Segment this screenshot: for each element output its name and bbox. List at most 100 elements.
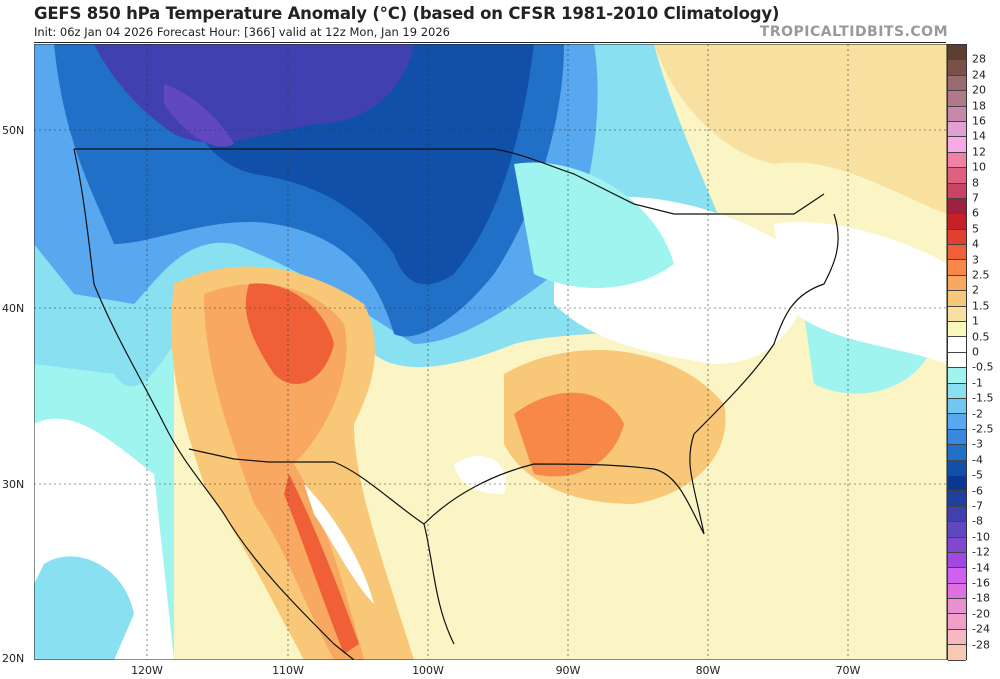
colorbar-swatch bbox=[948, 368, 966, 384]
anomaly-region-mexico-hot bbox=[284, 474, 359, 654]
colorbar-swatch bbox=[948, 229, 966, 246]
colorbar-swatch bbox=[948, 168, 966, 184]
colorbar-swatch bbox=[948, 414, 966, 430]
anomaly-map bbox=[34, 44, 947, 660]
graticule bbox=[34, 44, 947, 660]
colorbar-label: 1.5 bbox=[972, 299, 990, 313]
anomaly-region-great-lakes-cool bbox=[514, 162, 674, 288]
lat-label: 30N bbox=[2, 478, 25, 491]
colorbar-label: -5 bbox=[972, 468, 983, 482]
colorbar-swatch bbox=[948, 614, 966, 630]
anomaly-region-pacific-cool bbox=[34, 556, 134, 660]
colorbar-label: 0 bbox=[972, 345, 979, 359]
colorbar-label: -12 bbox=[972, 545, 990, 559]
colorbar-swatch bbox=[948, 568, 966, 584]
colorbar-label: 12 bbox=[972, 145, 986, 159]
header-divider bbox=[34, 42, 946, 43]
colorbar-swatch bbox=[948, 429, 966, 446]
colorbar-swatch bbox=[948, 245, 966, 261]
us-canada-border bbox=[74, 148, 825, 215]
colorbar-label: -3 bbox=[972, 437, 983, 451]
colorbar-label: -7 bbox=[972, 499, 983, 513]
colorbar-label: 1 bbox=[972, 314, 979, 328]
anomaly-region-mexico-neutral bbox=[304, 484, 374, 604]
lon-label: 90W bbox=[555, 664, 581, 677]
colorbar-swatch bbox=[948, 75, 966, 92]
colorbar-label: 0.5 bbox=[972, 330, 990, 344]
lat-label: 40N bbox=[2, 302, 25, 315]
anomaly-region-northeast-warm bbox=[654, 44, 947, 214]
colorbar-swatch bbox=[948, 583, 966, 600]
colorbar-swatch bbox=[948, 137, 966, 153]
anomaly-region-north-purple bbox=[94, 44, 414, 143]
colorbar-swatch bbox=[948, 552, 966, 569]
colorbar-label: -24 bbox=[972, 622, 990, 636]
lon-label: 120W bbox=[131, 664, 163, 677]
colorbar-swatch bbox=[948, 106, 966, 122]
colorbar-swatch bbox=[948, 121, 966, 138]
colorbar-swatch bbox=[948, 152, 966, 169]
colorbar-swatch bbox=[948, 214, 966, 230]
colorbar-swatch bbox=[948, 398, 966, 415]
colorbar-label: 7 bbox=[972, 191, 979, 205]
colorbar-label: -14 bbox=[972, 561, 990, 575]
colorbar-swatch bbox=[948, 337, 966, 353]
colorbar-label: 28 bbox=[972, 52, 986, 66]
lat-label: 20N bbox=[2, 652, 25, 665]
mexico-pacific-coast bbox=[223, 513, 355, 660]
colorbar-swatch bbox=[948, 91, 966, 107]
colorbar-label: 2 bbox=[972, 283, 979, 297]
colorbar-swatch bbox=[948, 183, 966, 199]
colorbar-swatch bbox=[948, 445, 966, 461]
us-mexico-border bbox=[188, 448, 425, 525]
colorbar-label: -16 bbox=[972, 576, 990, 590]
colorbar-label: 24 bbox=[972, 68, 986, 82]
colorbar-swatch bbox=[948, 198, 966, 215]
colorbar-swatch bbox=[948, 475, 966, 492]
colorbar-label: -0.5 bbox=[972, 360, 994, 374]
map-title: GEFS 850 hPa Temperature Anomaly (°C) (b… bbox=[34, 4, 780, 23]
colorbar-label: -2 bbox=[972, 407, 983, 421]
lon-label: 70W bbox=[835, 664, 861, 677]
colorbar-label: 5 bbox=[972, 222, 979, 236]
colorbar-label: 2.5 bbox=[972, 268, 990, 282]
colorbar-swatch bbox=[948, 60, 966, 76]
colorbar-label: 3 bbox=[972, 253, 979, 267]
colorbar-swatch bbox=[948, 306, 966, 323]
colorbar-swatch bbox=[948, 522, 966, 538]
us-east-coast bbox=[693, 213, 839, 435]
mexico-gulf-coast bbox=[423, 523, 455, 645]
colorbar-swatch bbox=[948, 45, 966, 61]
anomaly-region-gulf-neutral bbox=[454, 455, 506, 494]
colorbar-label: -28 bbox=[972, 638, 990, 652]
colorbar-label: -1.5 bbox=[972, 391, 994, 405]
colorbar-label: 16 bbox=[972, 114, 986, 128]
colorbar bbox=[947, 44, 967, 661]
anomaly-region-deep-south-orange bbox=[514, 392, 624, 477]
lon-label: 80W bbox=[695, 664, 721, 677]
us-west-coast bbox=[73, 148, 225, 515]
colorbar-swatch bbox=[948, 322, 966, 338]
colorbar-swatch bbox=[948, 491, 966, 507]
anomaly-region-arctic-purple bbox=[164, 84, 234, 147]
forecast-info: Init: 06z Jan 04 2026 Forecast Hour: [36… bbox=[34, 25, 450, 39]
anomaly-region-atlantic-neutral bbox=[774, 222, 947, 364]
colorbar-swatch bbox=[948, 352, 966, 369]
colorbar-label: -8 bbox=[972, 514, 983, 528]
colorbar-label: 20 bbox=[972, 83, 986, 97]
colorbar-swatch bbox=[948, 537, 966, 553]
lat-label: 50N bbox=[2, 124, 25, 137]
colorbar-label: 6 bbox=[972, 206, 979, 220]
colorbar-swatch bbox=[948, 275, 966, 292]
colorbar-swatch bbox=[948, 629, 966, 646]
lon-label: 100W bbox=[412, 664, 444, 677]
colorbar-swatch bbox=[948, 506, 966, 523]
colorbar-label: 18 bbox=[972, 99, 986, 113]
colorbar-label: -20 bbox=[972, 607, 990, 621]
colorbar-swatch bbox=[948, 383, 966, 399]
colorbar-label: 4 bbox=[972, 237, 979, 251]
colorbar-swatch bbox=[948, 291, 966, 307]
colorbar-label: 14 bbox=[972, 129, 986, 143]
colorbar-label: 10 bbox=[972, 160, 986, 174]
colorbar-label: -10 bbox=[972, 530, 990, 544]
